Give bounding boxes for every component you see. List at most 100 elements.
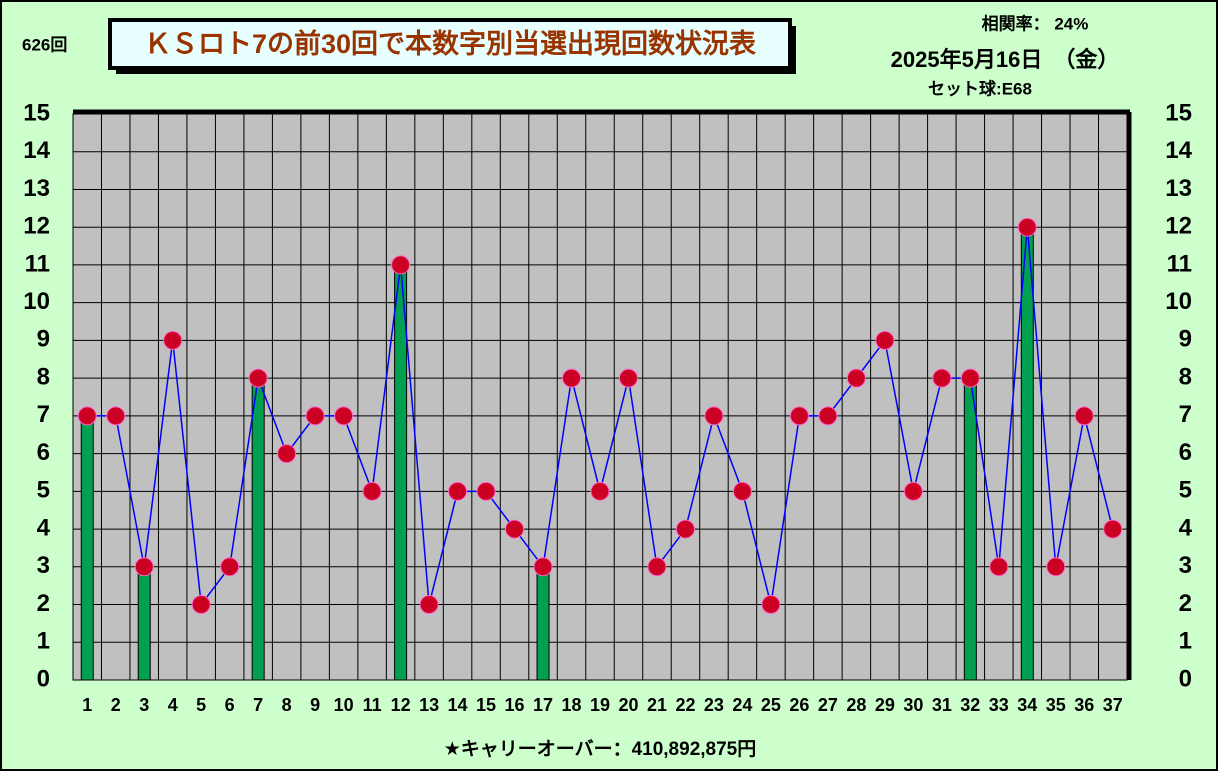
y2-tick-label: 5: [1179, 477, 1192, 504]
x-tick-label: 27: [818, 695, 838, 715]
title-box: [108, 18, 792, 70]
x-tick-label: 25: [761, 695, 781, 715]
y2-tick-label: 1: [1179, 628, 1192, 655]
marker: [704, 406, 724, 426]
marker: [846, 368, 866, 388]
marker: [960, 368, 980, 388]
x-tick-label: 6: [225, 695, 235, 715]
marker: [106, 406, 126, 426]
marker: [647, 557, 667, 577]
x-tick-label: 31: [932, 695, 952, 715]
x-tick-label: 4: [168, 695, 178, 715]
y2-tick-label: 13: [1165, 175, 1192, 202]
x-tick-label: 30: [903, 695, 923, 715]
marker: [732, 481, 752, 501]
x-tick-label: 11: [363, 695, 382, 715]
x-tick-label: 13: [419, 695, 439, 715]
y-tick-label: 3: [37, 552, 50, 579]
set-ball: セット球:E68: [928, 79, 1032, 98]
bar: [80, 415, 94, 681]
marker: [903, 481, 923, 501]
y2-tick-label: 10: [1165, 288, 1192, 315]
x-tick-label: 12: [391, 695, 411, 715]
y-tick-label: 12: [23, 213, 50, 240]
marker: [761, 595, 781, 615]
x-tick-label: 21: [647, 695, 667, 715]
footer: ★キャリーオーバー：410,892,875円: [444, 738, 757, 760]
correlation: 相関率： 24%: [982, 13, 1089, 33]
x-tick-label: 34: [1017, 695, 1037, 715]
marker: [533, 557, 553, 577]
x-tick-label: 14: [448, 695, 468, 715]
y-tick-label: 2: [37, 590, 50, 617]
x-tick-label: 23: [704, 695, 724, 715]
y-tick-label: 8: [37, 363, 50, 390]
marker: [163, 330, 183, 350]
y-tick-label: 7: [37, 401, 50, 428]
marker: [476, 481, 496, 501]
marker: [818, 406, 838, 426]
x-tick-label: 5: [196, 695, 206, 715]
x-tick-label: 10: [334, 695, 354, 715]
y2-tick-label: 7: [1179, 401, 1192, 428]
y-tick-label: 9: [37, 326, 50, 353]
marker: [220, 557, 240, 577]
x-tick-label: 18: [561, 695, 581, 715]
marker: [77, 406, 97, 426]
marker: [248, 368, 268, 388]
x-tick-label: 15: [476, 695, 496, 715]
bar: [1020, 226, 1034, 681]
marker: [675, 519, 695, 539]
marker: [505, 519, 525, 539]
bar: [394, 264, 408, 681]
y-tick-label: 6: [37, 439, 50, 466]
date: 2025年5月16日 （金）: [891, 47, 1120, 72]
marker: [590, 481, 610, 501]
y2-tick-label: 15: [1165, 99, 1192, 126]
x-tick-label: 1: [82, 695, 92, 715]
y2-tick-label: 0: [1179, 665, 1192, 692]
y2-tick-label: 12: [1165, 213, 1192, 240]
marker: [989, 557, 1009, 577]
marker: [134, 557, 154, 577]
x-tick-label: 16: [505, 695, 525, 715]
x-tick-label: 33: [989, 695, 1009, 715]
x-tick-label: 19: [590, 695, 610, 715]
marker: [391, 255, 411, 275]
bar: [137, 566, 151, 681]
x-tick-label: 7: [253, 695, 263, 715]
x-tick-label: 17: [533, 695, 553, 715]
x-tick-label: 29: [875, 695, 895, 715]
marker: [1074, 406, 1094, 426]
bar: [251, 377, 265, 681]
bar: [963, 377, 977, 681]
y2-tick-label: 14: [1165, 137, 1192, 164]
x-tick-label: 2: [111, 695, 121, 715]
y-tick-label: 14: [23, 137, 50, 164]
x-tick-label: 8: [282, 695, 292, 715]
y-tick-label: 13: [23, 175, 50, 202]
x-tick-label: 20: [618, 695, 638, 715]
chart-title: ＫＳロト7の前30回で本数字別当選出現回数状況表: [144, 28, 756, 59]
marker: [305, 406, 325, 426]
y-tick-label: 4: [37, 514, 51, 541]
y-tick-label: 0: [37, 665, 50, 692]
x-tick-label: 28: [846, 695, 866, 715]
y2-tick-label: 3: [1179, 552, 1192, 579]
y-tick-label: 11: [25, 250, 50, 277]
x-tick-label: 9: [310, 695, 320, 715]
marker: [419, 595, 439, 615]
y-tick-label: 15: [23, 99, 50, 126]
marker: [789, 406, 809, 426]
y-tick-label: 10: [23, 288, 50, 315]
bar: [536, 566, 550, 681]
x-tick-label: 26: [789, 695, 809, 715]
marker: [618, 368, 638, 388]
marker: [277, 444, 297, 464]
x-tick-label: 36: [1074, 695, 1094, 715]
marker: [932, 368, 952, 388]
marker: [562, 368, 582, 388]
marker: [448, 481, 468, 501]
marker: [334, 406, 354, 426]
